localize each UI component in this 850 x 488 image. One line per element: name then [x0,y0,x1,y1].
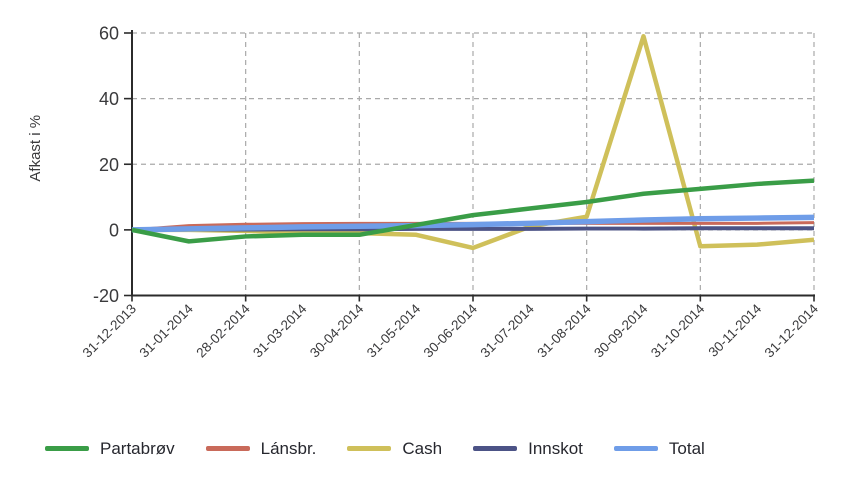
x-tick-label: 31-07-2014 [478,301,538,361]
legend-item: Cash [347,440,442,457]
x-tick-label: 31-01-2014 [137,301,197,361]
legend-item: Partabrøv [45,440,175,457]
x-tick-label: 31-10-2014 [648,301,708,361]
x-tick-label: 30-09-2014 [591,301,651,361]
x-tick-label: 31-08-2014 [534,301,594,361]
y-tick-label: 0 [109,220,119,240]
legend-label: Cash [402,439,443,458]
y-tick-label: -20 [93,286,119,306]
legend-swatch [347,446,392,451]
x-tick-label: 30-04-2014 [307,301,367,361]
legend: Partabrøv Lánsbr. Cash Innskot Total [45,440,835,457]
y-tick-label: 40 [99,89,119,109]
x-tick-label: 31-12-2013 [80,301,139,360]
x-tick-label: 28-02-2014 [193,301,253,361]
legend-item: Lánsbr. [205,439,317,458]
legend-swatch [473,446,518,451]
series-line-total [131,214,815,233]
y-axis-title: Afkast i % [27,115,44,182]
x-tick-label: 30-11-2014 [706,301,765,360]
legend-swatch [205,446,250,451]
y-tick-label: 20 [99,155,119,175]
x-tick-label: 30-06-2014 [421,301,481,361]
legend-label: Innskot [528,439,583,458]
legend-label: Lánsbr. [260,439,317,458]
legend-swatch [45,446,89,451]
x-tick-label: 31-05-2014 [364,301,424,361]
legend-swatch [613,446,658,451]
x-tick-label: 31-03-2014 [250,301,310,361]
legend-label: Partabrøv [100,439,175,458]
legend-item: Innskot [473,440,583,457]
x-tick-label: 31-12-2014 [762,301,822,361]
legend-item: Total [613,439,705,458]
returns-line-chart: 60 40 20 0 -2031-12-201331-01-201428-02-2014… [27,24,822,361]
y-tick-label: 60 [99,24,119,44]
legend-label: Total [668,439,705,458]
series-line-partabrv [131,178,815,244]
